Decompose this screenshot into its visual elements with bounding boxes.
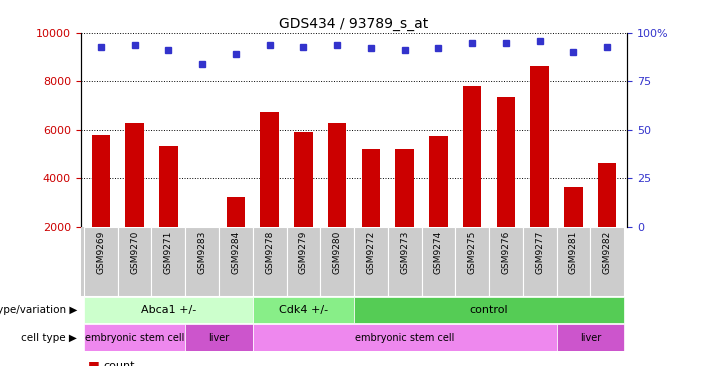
Bar bbox=[421, 227, 455, 296]
Bar bbox=[185, 324, 253, 351]
Text: GSM9272: GSM9272 bbox=[367, 231, 375, 274]
Bar bbox=[557, 227, 590, 296]
Bar bbox=[84, 324, 185, 351]
Text: Cdk4 +/-: Cdk4 +/- bbox=[279, 305, 328, 315]
Text: control: control bbox=[470, 305, 508, 315]
Bar bbox=[523, 227, 557, 296]
Text: GSM9280: GSM9280 bbox=[333, 231, 341, 274]
Bar bbox=[92, 135, 110, 275]
Text: embryonic stem cell: embryonic stem cell bbox=[85, 333, 184, 343]
Bar bbox=[84, 227, 118, 296]
Bar bbox=[226, 197, 245, 275]
Bar bbox=[125, 123, 144, 275]
Text: GSM9279: GSM9279 bbox=[299, 231, 308, 274]
Text: GSM9283: GSM9283 bbox=[198, 231, 207, 274]
Text: GSM9277: GSM9277 bbox=[535, 231, 544, 274]
Bar bbox=[260, 112, 279, 275]
Bar bbox=[455, 227, 489, 296]
Text: GSM9270: GSM9270 bbox=[130, 231, 139, 274]
Text: Abca1 +/-: Abca1 +/- bbox=[141, 305, 196, 315]
Bar bbox=[159, 146, 177, 275]
Bar bbox=[151, 227, 185, 296]
Text: GSM9284: GSM9284 bbox=[231, 231, 240, 274]
Bar bbox=[193, 270, 212, 275]
Text: liver: liver bbox=[580, 333, 601, 343]
Bar bbox=[253, 324, 557, 351]
Text: count: count bbox=[103, 361, 135, 366]
Bar bbox=[354, 297, 624, 324]
Bar bbox=[287, 227, 320, 296]
Text: liver: liver bbox=[208, 333, 230, 343]
Text: ■: ■ bbox=[88, 359, 100, 366]
Bar bbox=[564, 187, 583, 275]
Text: GSM9269: GSM9269 bbox=[96, 231, 105, 274]
Bar bbox=[590, 227, 624, 296]
Bar bbox=[185, 227, 219, 296]
Text: GSM9281: GSM9281 bbox=[569, 231, 578, 274]
Bar bbox=[84, 297, 253, 324]
Text: GSM9282: GSM9282 bbox=[603, 231, 612, 274]
Text: GSM9271: GSM9271 bbox=[164, 231, 173, 274]
Bar bbox=[328, 123, 346, 275]
Bar bbox=[557, 324, 624, 351]
Bar bbox=[496, 97, 515, 275]
Bar bbox=[531, 66, 549, 275]
Bar bbox=[354, 227, 388, 296]
Bar bbox=[294, 132, 313, 275]
Text: GSM9274: GSM9274 bbox=[434, 231, 443, 274]
Bar bbox=[489, 227, 523, 296]
Title: GDS434 / 93789_s_at: GDS434 / 93789_s_at bbox=[280, 16, 428, 30]
Text: GSM9273: GSM9273 bbox=[400, 231, 409, 274]
Bar bbox=[118, 227, 151, 296]
Text: embryonic stem cell: embryonic stem cell bbox=[355, 333, 454, 343]
Bar bbox=[598, 163, 616, 275]
Bar bbox=[253, 227, 287, 296]
Bar bbox=[429, 136, 448, 275]
Bar bbox=[395, 149, 414, 275]
Bar bbox=[362, 149, 380, 275]
Bar bbox=[388, 227, 421, 296]
Text: GSM9276: GSM9276 bbox=[501, 231, 510, 274]
Text: cell type ▶: cell type ▶ bbox=[21, 333, 77, 343]
Bar bbox=[219, 227, 253, 296]
Bar bbox=[253, 297, 354, 324]
Bar bbox=[463, 86, 482, 275]
Bar bbox=[320, 227, 354, 296]
Text: genotype/variation ▶: genotype/variation ▶ bbox=[0, 305, 77, 315]
Text: GSM9275: GSM9275 bbox=[468, 231, 477, 274]
Text: GSM9278: GSM9278 bbox=[265, 231, 274, 274]
